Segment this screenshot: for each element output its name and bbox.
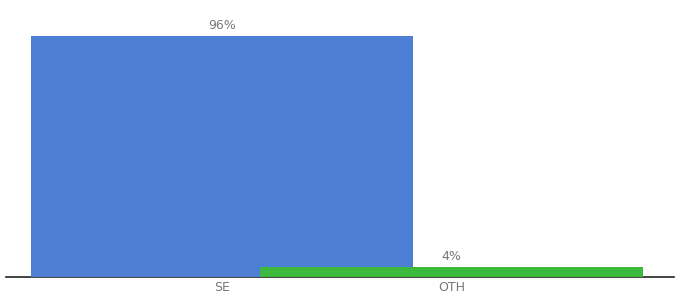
Bar [260,266,643,277]
Text: 96%: 96% [208,19,236,32]
Bar [31,36,413,277]
Text: 4%: 4% [441,250,462,263]
